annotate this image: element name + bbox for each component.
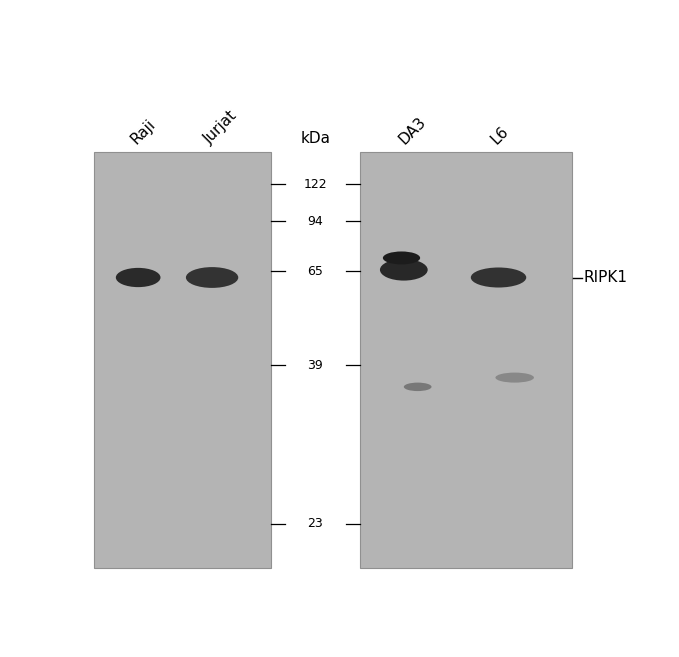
Ellipse shape <box>471 267 526 288</box>
Bar <box>360 152 572 568</box>
Ellipse shape <box>383 252 420 264</box>
Text: 39: 39 <box>308 359 323 372</box>
Text: kDa: kDa <box>300 131 330 147</box>
Text: Jurjat: Jurjat <box>202 108 240 147</box>
Ellipse shape <box>186 267 238 288</box>
Ellipse shape <box>404 382 432 391</box>
Ellipse shape <box>380 259 428 281</box>
Text: Raji: Raji <box>128 117 158 147</box>
Ellipse shape <box>496 373 534 382</box>
Text: L6: L6 <box>488 124 511 147</box>
Text: 65: 65 <box>308 265 323 278</box>
Text: 94: 94 <box>308 215 323 228</box>
Text: 122: 122 <box>304 178 327 191</box>
Ellipse shape <box>116 268 160 287</box>
Text: RIPK1: RIPK1 <box>583 270 627 285</box>
Text: 23: 23 <box>308 518 323 530</box>
Text: DA3: DA3 <box>395 114 428 147</box>
Bar <box>94 152 272 568</box>
